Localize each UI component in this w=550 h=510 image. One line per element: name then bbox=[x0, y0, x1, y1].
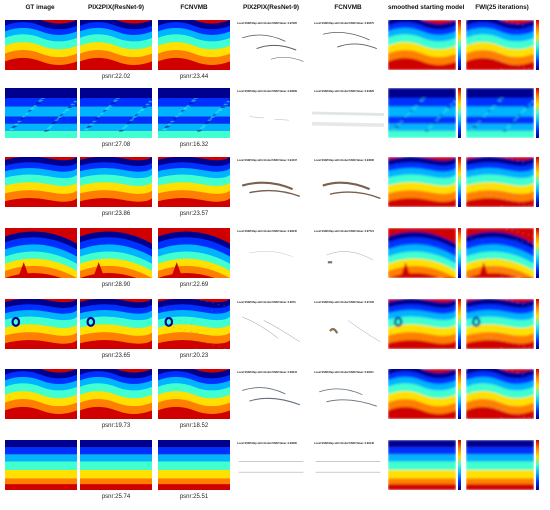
header-smoothed-model: smoothed starting model bbox=[388, 4, 465, 11]
psnr-pix2pix-2: psnr:27.08 bbox=[101, 142, 131, 148]
pix2pix-output-3 bbox=[80, 157, 152, 207]
ssim-title-pix2pix-1: Local SSIM Map with Global SSIM Value: 0… bbox=[237, 22, 297, 25]
gt-image-1 bbox=[5, 20, 77, 70]
fwi-result-1 bbox=[466, 20, 534, 70]
psnr-pix2pix-3: psnr:23.86 bbox=[101, 211, 131, 217]
fwi-result-7 bbox=[466, 440, 534, 490]
smoothed-model-7 bbox=[388, 440, 456, 490]
fcnvmb-ssim-map-6 bbox=[312, 369, 384, 419]
pix2pix-ssim-map-1 bbox=[235, 20, 307, 70]
colorbar-smoothed-3 bbox=[458, 157, 461, 207]
psnr-pix2pix-1: psnr:22.02 bbox=[101, 74, 131, 80]
ssim-title-fcnvmb-3: Local SSIM Map with Global SSIM Value: 0… bbox=[314, 159, 374, 162]
fcnvmb-output-6 bbox=[158, 369, 230, 419]
colorbar-smoothed-6 bbox=[458, 369, 461, 419]
colorbar-smoothed-7 bbox=[458, 440, 461, 490]
fwi-result-2 bbox=[466, 88, 534, 138]
fcnvmb-output-2 bbox=[158, 88, 230, 138]
header-pix2pix-ssim: PIX2PIX(ResNet-9) bbox=[242, 4, 300, 11]
colorbar-fwi-5 bbox=[536, 299, 539, 349]
pix2pix-output-7 bbox=[80, 440, 152, 490]
gt-image-7 bbox=[5, 440, 77, 490]
fcnvmb-ssim-map-2 bbox=[312, 88, 384, 138]
psnr-fcnvmb-7: psnr:25.51 bbox=[179, 494, 209, 500]
gt-image-3 bbox=[5, 157, 77, 207]
smoothed-model-2 bbox=[388, 88, 456, 138]
ssim-title-fcnvmb-1: Local SSIM Map with Global SSIM Value: 0… bbox=[314, 22, 374, 25]
pix2pix-ssim-map-6 bbox=[235, 369, 307, 419]
header-fcnvmb: FCNVMB bbox=[180, 4, 208, 11]
psnr-pix2pix-5: psnr:23.65 bbox=[101, 353, 131, 359]
pix2pix-output-1 bbox=[80, 20, 152, 70]
colorbar-smoothed-1 bbox=[458, 20, 461, 70]
pix2pix-ssim-map-7 bbox=[235, 440, 307, 490]
ssim-title-fcnvmb-4: Local SSIM Map with Global SSIM Value: 0… bbox=[314, 230, 374, 233]
psnr-pix2pix-6: psnr:19.73 bbox=[101, 423, 131, 429]
pix2pix-ssim-map-4 bbox=[235, 228, 307, 278]
colorbar-fwi-1 bbox=[536, 20, 539, 70]
ssim-title-pix2pix-3: Local SSIM Map with Global SSIM Value: 0… bbox=[237, 159, 297, 162]
psnr-fcnvmb-6: psnr:18.52 bbox=[179, 423, 209, 429]
header-fwi: FWI(25 iterations) bbox=[475, 4, 529, 11]
pix2pix-output-2 bbox=[80, 88, 152, 138]
pix2pix-output-4 bbox=[80, 228, 152, 278]
psnr-fcnvmb-1: psnr:23.44 bbox=[179, 74, 209, 80]
fcnvmb-ssim-map-3 bbox=[312, 157, 384, 207]
fcnvmb-ssim-map-4 bbox=[312, 228, 384, 278]
psnr-pix2pix-4: psnr:28.90 bbox=[101, 282, 131, 288]
gt-image-5 bbox=[5, 299, 77, 349]
ssim-title-pix2pix-6: Local SSIM Map with Global SSIM Value: 0… bbox=[237, 371, 297, 374]
colorbar-smoothed-4 bbox=[458, 228, 461, 278]
pix2pix-ssim-map-5 bbox=[235, 299, 307, 349]
ssim-title-fcnvmb-7: Local SSIM Map with Global SSIM Value: 0… bbox=[314, 442, 374, 445]
ssim-title-fcnvmb-2: Local SSIM Map with Global SSIM Value: 0… bbox=[314, 90, 374, 93]
ssim-title-fcnvmb-6: Local SSIM Map with Global SSIM Value: 0… bbox=[314, 371, 374, 374]
pix2pix-output-5 bbox=[80, 299, 152, 349]
header-fcnvmb-ssim: FCNVMB bbox=[334, 4, 362, 11]
pix2pix-output-6 bbox=[80, 369, 152, 419]
psnr-pix2pix-7: psnr:25.74 bbox=[101, 494, 131, 500]
colorbar-smoothed-2 bbox=[458, 88, 461, 138]
ssim-title-pix2pix-7: Local SSIM Map with Global SSIM Value: 0… bbox=[237, 442, 297, 445]
fwi-result-4 bbox=[466, 228, 534, 278]
fcnvmb-ssim-map-1 bbox=[312, 20, 384, 70]
ssim-title-pix2pix-2: Local SSIM Map with Global SSIM Value: 0… bbox=[237, 90, 297, 93]
ssim-title-pix2pix-4: Local SSIM Map with Global SSIM Value: 0… bbox=[237, 230, 297, 233]
psnr-fcnvmb-2: psnr:16.32 bbox=[179, 142, 209, 148]
gt-image-2 bbox=[5, 88, 77, 138]
colorbar-fwi-3 bbox=[536, 157, 539, 207]
fcnvmb-output-5 bbox=[158, 299, 230, 349]
pix2pix-ssim-map-3 bbox=[235, 157, 307, 207]
psnr-fcnvmb-5: psnr:20.23 bbox=[179, 353, 209, 359]
colorbar-fwi-7 bbox=[536, 440, 539, 490]
pix2pix-ssim-map-2 bbox=[235, 88, 307, 138]
fwi-result-3 bbox=[466, 157, 534, 207]
gt-image-4 bbox=[5, 228, 77, 278]
ssim-title-pix2pix-5: Local SSIM Map with Global SSIM Value: 0… bbox=[237, 301, 296, 304]
smoothed-model-5 bbox=[388, 299, 456, 349]
ssim-title-fcnvmb-5: Local SSIM Map with Global SSIM Value: 0… bbox=[314, 301, 374, 304]
smoothed-model-4 bbox=[388, 228, 456, 278]
fcnvmb-output-7 bbox=[158, 440, 230, 490]
smoothed-model-6 bbox=[388, 369, 456, 419]
fcnvmb-output-3 bbox=[158, 157, 230, 207]
fcnvmb-ssim-map-5 bbox=[312, 299, 384, 349]
colorbar-fwi-2 bbox=[536, 88, 539, 138]
fcnvmb-ssim-map-7 bbox=[312, 440, 384, 490]
header-pix2pix: PIX2PIX(ResNet-9) bbox=[87, 4, 145, 11]
psnr-fcnvmb-4: psnr:22.69 bbox=[179, 282, 209, 288]
fcnvmb-output-4 bbox=[158, 228, 230, 278]
colorbar-fwi-4 bbox=[536, 228, 539, 278]
colorbar-fwi-6 bbox=[536, 369, 539, 419]
fwi-result-6 bbox=[466, 369, 534, 419]
header-gt-image: GT image bbox=[25, 4, 55, 11]
psnr-fcnvmb-3: psnr:23.57 bbox=[179, 211, 209, 217]
fwi-result-5 bbox=[466, 299, 534, 349]
smoothed-model-1 bbox=[388, 20, 456, 70]
colorbar-smoothed-5 bbox=[458, 299, 461, 349]
smoothed-model-3 bbox=[388, 157, 456, 207]
gt-image-6 bbox=[5, 369, 77, 419]
fcnvmb-output-1 bbox=[158, 20, 230, 70]
